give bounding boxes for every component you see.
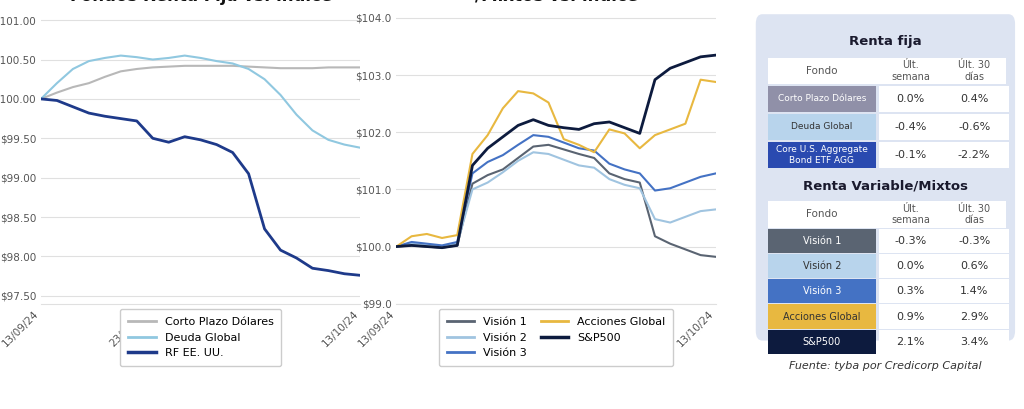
Bar — [879, 254, 1009, 278]
Text: Acciones Global: Acciones Global — [783, 312, 860, 321]
Bar — [768, 142, 876, 168]
Bar — [768, 304, 876, 328]
Text: 2.1%: 2.1% — [896, 337, 925, 347]
Text: 0.4%: 0.4% — [959, 94, 988, 104]
Text: 1.4%: 1.4% — [959, 286, 988, 296]
Bar — [879, 330, 1009, 354]
Text: 0.9%: 0.9% — [896, 312, 925, 321]
Bar — [879, 86, 1009, 112]
Bar — [879, 279, 1009, 303]
Text: Core U.S. Aggregate
Bond ETF AGG: Core U.S. Aggregate Bond ETF AGG — [776, 145, 867, 164]
Text: -0.3%: -0.3% — [958, 236, 990, 246]
Bar — [768, 201, 1006, 227]
Text: Corto Plazo Dólares: Corto Plazo Dólares — [777, 94, 866, 103]
Text: -0.1%: -0.1% — [894, 150, 927, 160]
Text: Últ.
semana: Últ. semana — [891, 204, 930, 225]
Text: Renta fija: Renta fija — [849, 35, 922, 48]
Bar — [879, 142, 1009, 168]
Text: Deuda Global: Deuda Global — [792, 122, 852, 131]
Text: 0.6%: 0.6% — [959, 261, 988, 271]
Bar — [768, 330, 876, 354]
Legend: Visión 1, Visión 2, Visión 3, Acciones Global, S&P500: Visión 1, Visión 2, Visión 3, Acciones G… — [439, 309, 674, 366]
Text: S&P500: S&P500 — [803, 337, 841, 347]
Bar — [879, 304, 1009, 328]
Legend: Corto Plazo Dólares, Deuda Global, RF EE. UU.: Corto Plazo Dólares, Deuda Global, RF EE… — [120, 309, 282, 366]
Text: Fondo: Fondo — [806, 209, 838, 219]
Text: Últ. 30
días: Últ. 30 días — [958, 60, 990, 82]
Text: Últ.
semana: Últ. semana — [891, 60, 930, 82]
Bar — [768, 58, 1006, 84]
Text: 0.0%: 0.0% — [896, 261, 925, 271]
Text: -2.2%: -2.2% — [957, 150, 990, 160]
FancyBboxPatch shape — [756, 14, 1015, 341]
Text: Visión 2: Visión 2 — [803, 261, 841, 271]
Text: Últ. 30
días: Últ. 30 días — [958, 204, 990, 225]
Text: -0.4%: -0.4% — [894, 122, 927, 132]
Text: Renta Variable/Mixtos: Renta Variable/Mixtos — [803, 180, 968, 193]
Title: Fondos Renta Fija vs. índice: Fondos Renta Fija vs. índice — [70, 0, 332, 5]
Text: Visión 1: Visión 1 — [803, 236, 841, 246]
Text: -0.3%: -0.3% — [894, 236, 927, 246]
Text: Fondo: Fondo — [806, 66, 838, 76]
Text: Fuente: tyba por Credicorp Capital: Fuente: tyba por Credicorp Capital — [790, 361, 982, 371]
Bar — [768, 279, 876, 303]
Text: 0.0%: 0.0% — [896, 94, 925, 104]
Bar — [768, 254, 876, 278]
Bar — [768, 86, 876, 112]
Bar — [879, 114, 1009, 140]
Text: 0.3%: 0.3% — [896, 286, 925, 296]
Text: 2.9%: 2.9% — [959, 312, 988, 321]
Bar — [768, 229, 876, 253]
Text: Visión 3: Visión 3 — [803, 286, 841, 296]
Bar — [879, 229, 1009, 253]
Title: Fondos Renta Variable
/Mixtos vs. índice: Fondos Renta Variable /Mixtos vs. índice — [451, 0, 662, 5]
Bar — [768, 114, 876, 140]
Text: -0.6%: -0.6% — [958, 122, 990, 132]
Text: 3.4%: 3.4% — [959, 337, 988, 347]
